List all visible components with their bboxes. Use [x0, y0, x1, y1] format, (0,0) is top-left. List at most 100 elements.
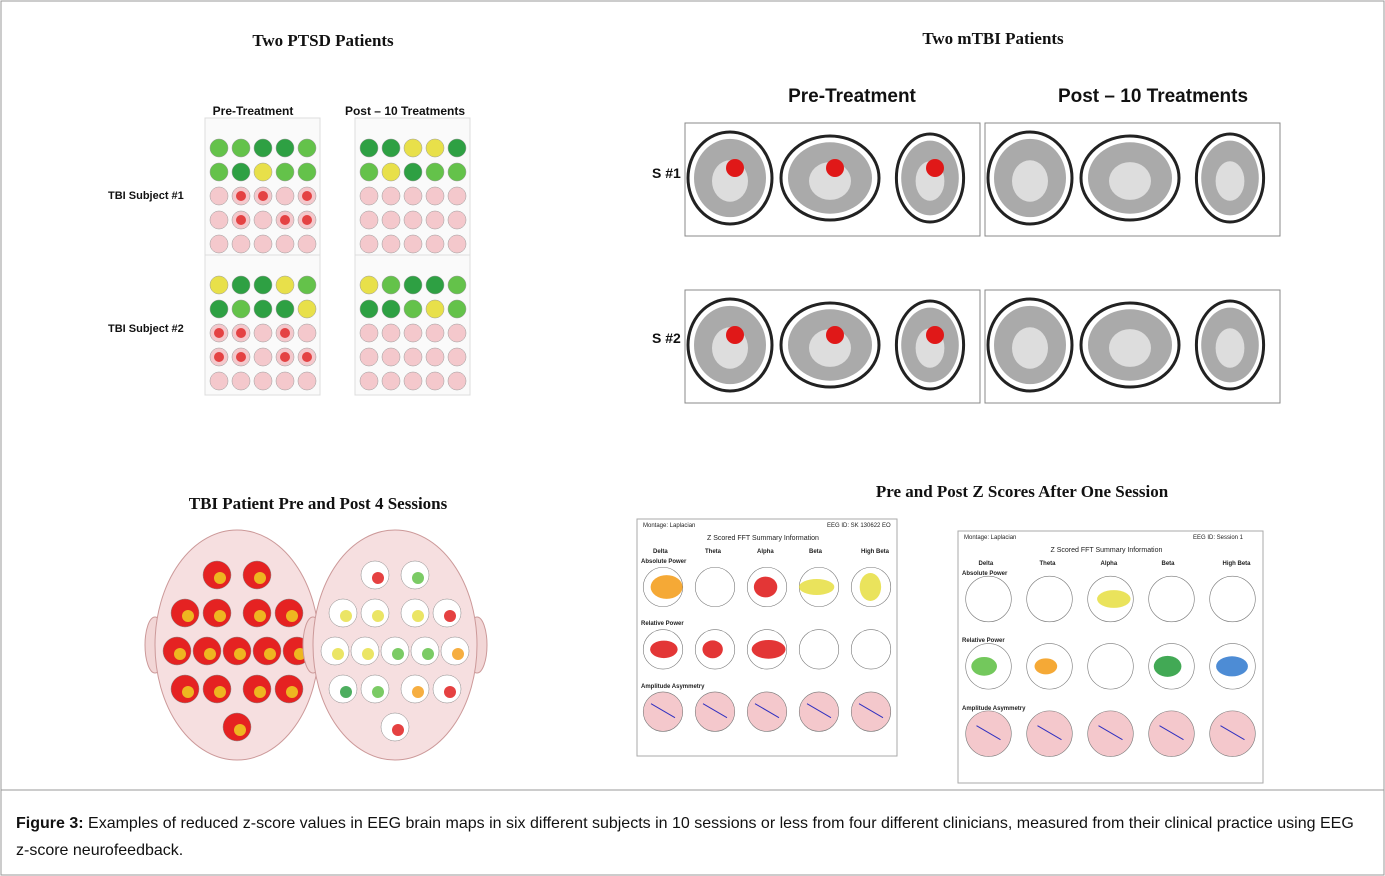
measure-label: Absolute Power: [641, 559, 687, 565]
hot-spot: [236, 215, 246, 225]
head-map: [381, 371, 401, 391]
asymmetry-line: [1220, 725, 1245, 741]
site-blob: [286, 610, 298, 622]
head-map: [381, 162, 401, 182]
hot-spot: [214, 328, 224, 338]
site-blob: [392, 724, 404, 736]
column-heading: Pre-Treatment: [212, 104, 294, 118]
head-map: [253, 299, 273, 319]
head-map: [403, 299, 423, 319]
head-map: [447, 347, 467, 367]
site-blob: [182, 610, 194, 622]
head-map: [425, 210, 445, 230]
head-map: [403, 210, 423, 230]
head-map: [1026, 575, 1073, 623]
head-map: [425, 299, 445, 319]
head-map: [1087, 710, 1134, 757]
asymmetry-line: [858, 703, 884, 719]
site-blob: [182, 686, 194, 698]
head-map: [1148, 710, 1195, 757]
site-blob: [254, 686, 266, 698]
head-map: [209, 299, 229, 319]
site-blob: [174, 648, 186, 660]
head-map: [850, 691, 892, 732]
z-blob: [859, 573, 882, 601]
row-label: TBI Subject #2: [108, 323, 184, 335]
head-map: [359, 234, 379, 254]
head-map: [253, 162, 273, 182]
slice-inner: [1012, 327, 1048, 369]
site-blob: [340, 686, 352, 698]
head-map: [297, 371, 317, 391]
z-blob: [650, 640, 678, 659]
hot-spot: [258, 191, 268, 201]
head-map: [447, 299, 467, 319]
band-label: High Beta: [861, 549, 890, 555]
site-blob: [214, 686, 226, 698]
asymmetry-line: [1159, 725, 1184, 741]
site-blob: [234, 724, 246, 736]
asymmetry-line: [1037, 725, 1062, 741]
site-blob: [372, 686, 384, 698]
activation: [726, 159, 744, 177]
column-heading: Pre-Treatment: [788, 86, 916, 107]
head-map: [253, 234, 273, 254]
head-map: [231, 138, 251, 158]
site-blob: [412, 686, 424, 698]
panel-title: TBI Patient Pre and Post 4 Sessions: [188, 494, 448, 513]
head-map: [297, 138, 317, 158]
head-map: [231, 299, 251, 319]
z-blob: [753, 576, 778, 598]
measure-label: Amplitude Asymmetry: [641, 683, 705, 690]
site-blob: [214, 610, 226, 622]
slice-inner: [1012, 160, 1048, 202]
site-blob: [412, 572, 424, 584]
band-label: High Beta: [1222, 561, 1251, 567]
column-heading: Post – 10 Treatments: [344, 104, 466, 118]
site-blob: [372, 610, 384, 622]
slice-inner: [1109, 162, 1151, 200]
site-blob: [234, 648, 246, 660]
head-map: [209, 234, 229, 254]
head-map: [253, 210, 273, 230]
eeg-id: EEG ID: Session 1: [1193, 535, 1244, 541]
caption-label: Figure 3:: [16, 815, 84, 832]
head-map: [403, 234, 423, 254]
head-map: [403, 347, 423, 367]
head-map: [403, 162, 423, 182]
head-map: [381, 138, 401, 158]
head-map: [850, 629, 892, 670]
head-map: [1209, 575, 1256, 623]
head-map: [1026, 710, 1073, 757]
head-map: [275, 275, 295, 295]
head-map: [403, 371, 423, 391]
head-map: [447, 234, 467, 254]
band-label: Alpha: [1100, 561, 1118, 567]
z-blob: [1216, 656, 1248, 677]
site-blob: [254, 610, 266, 622]
head-map: [642, 691, 684, 732]
head-map: [209, 186, 229, 206]
head-map: [447, 138, 467, 158]
head-map: [275, 234, 295, 254]
hot-spot: [280, 328, 290, 338]
head-map: [275, 138, 295, 158]
band-label: Beta: [809, 549, 823, 555]
site-blob: [392, 648, 404, 660]
head-map: [275, 186, 295, 206]
z-blob: [1153, 655, 1182, 677]
asymmetry-line: [702, 703, 728, 719]
row-label: S #2: [652, 330, 681, 346]
asymmetry-line: [754, 703, 780, 719]
z-blob: [1097, 590, 1131, 608]
head-map: [381, 210, 401, 230]
head-map: [425, 371, 445, 391]
site-blob: [264, 648, 276, 660]
hot-spot: [236, 328, 246, 338]
head-map: [425, 162, 445, 182]
head-map: [359, 371, 379, 391]
slice-inner: [1215, 161, 1245, 201]
slice-inner: [1109, 329, 1151, 367]
